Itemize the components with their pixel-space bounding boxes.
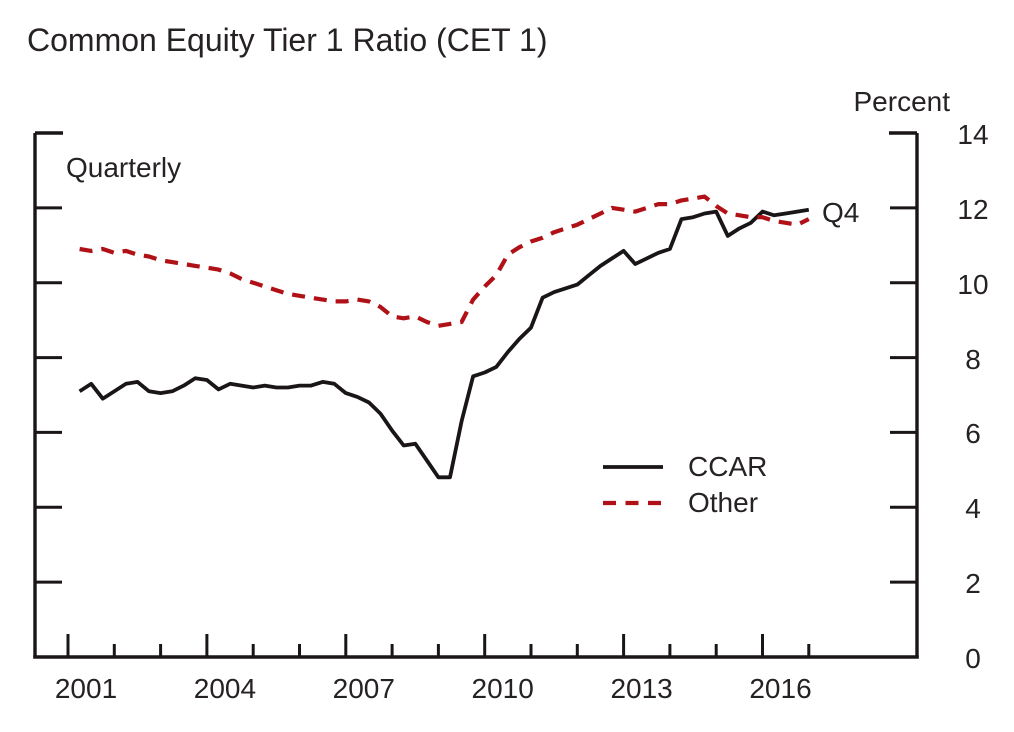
legend: CCAR Other [602, 449, 767, 521]
legend-label-other: Other [688, 487, 759, 518]
legend-entry-ccar: CCAR [602, 449, 767, 485]
other-line-sample-icon [603, 500, 663, 506]
legend-entry-other: Other [602, 485, 767, 521]
legend-label-ccar: CCAR [688, 451, 768, 482]
other-line [79, 194, 810, 328]
chart-title: Common Equity Tier 1 Ratio (CET 1) [27, 22, 548, 58]
latest-point-label: Q4 [822, 197, 860, 228]
y-axis-unit-label: Percent [853, 86, 951, 117]
ccar-line-sample-icon [603, 465, 663, 469]
frequency-label: Quarterly [66, 152, 182, 183]
ccar-line [78, 207, 810, 480]
